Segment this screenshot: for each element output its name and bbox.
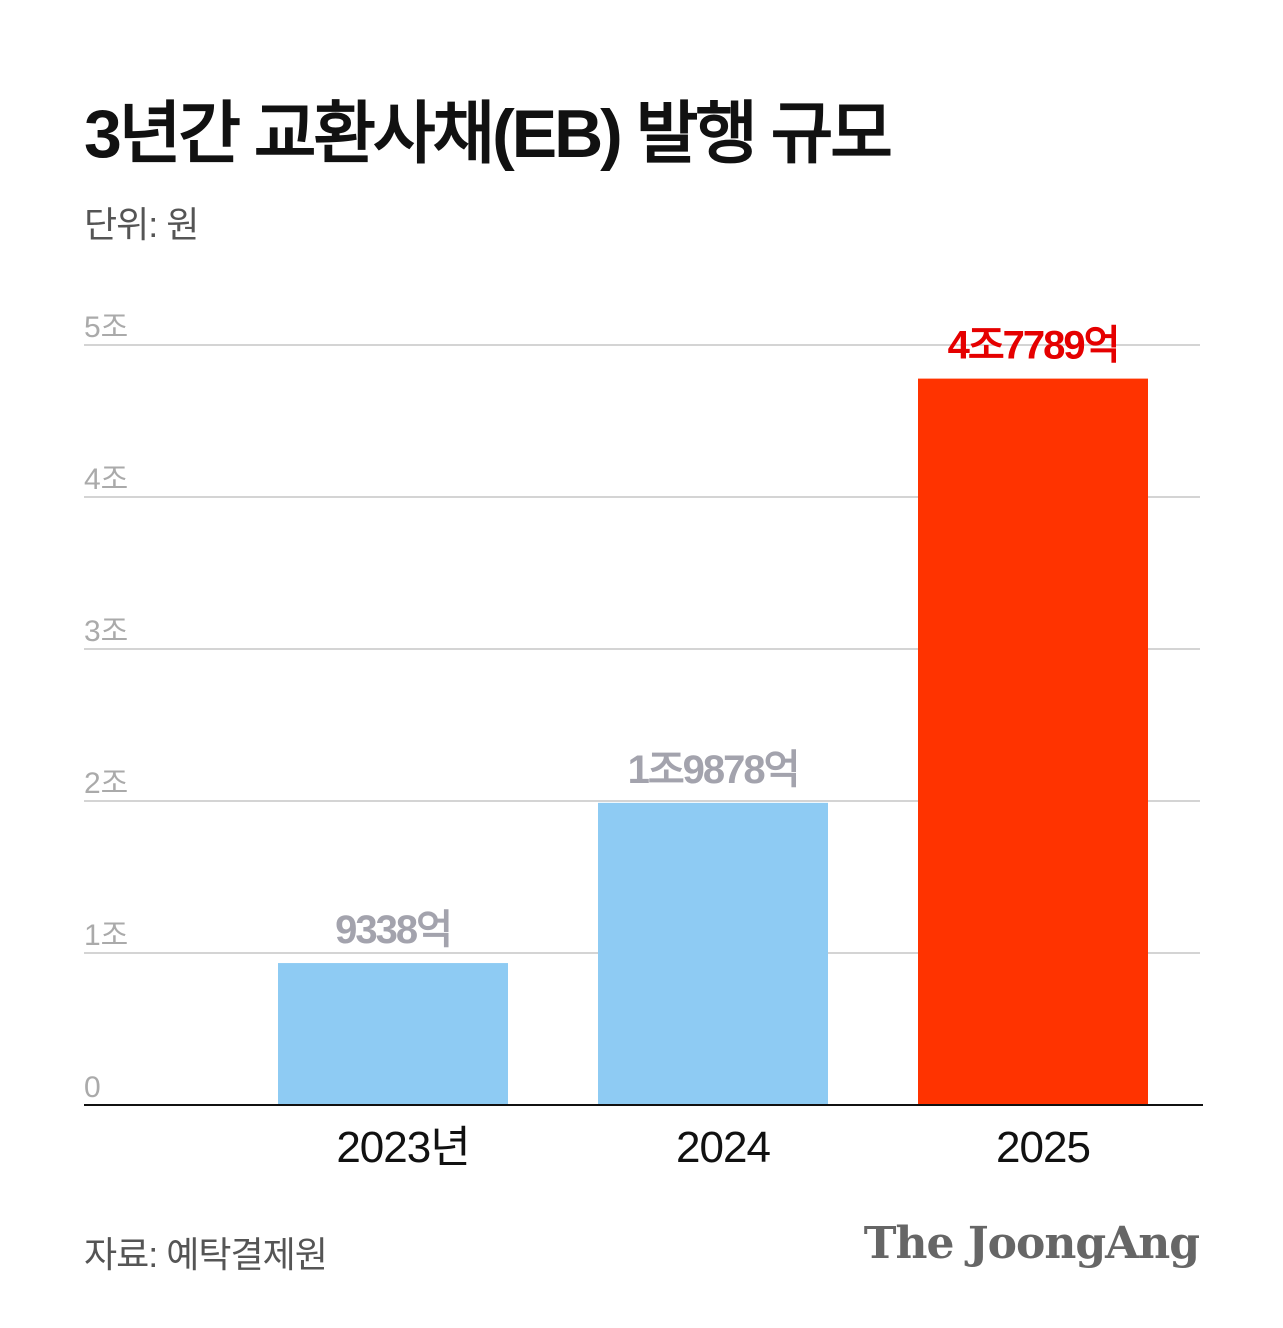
- y-tick-label: 2조: [84, 767, 128, 800]
- unit-label: 단위: 원: [84, 204, 199, 245]
- data-labels: 9338억 1조9878억 4조7789억: [335, 324, 1120, 952]
- source-note: 자료: 예탁결제원: [84, 1234, 328, 1275]
- bars: [278, 378, 1148, 1106]
- data-label: 4조7789억: [948, 324, 1119, 368]
- y-tick-label: 5조: [84, 311, 128, 344]
- y-tick-label: 1조: [84, 919, 128, 952]
- y-axis-ticks: 0 1조 2조 3조 4조 5조: [84, 311, 128, 1104]
- bar-2023년: [278, 963, 508, 1105]
- y-tick-label: 4조: [84, 463, 128, 496]
- data-label: 1조9878억: [628, 748, 799, 792]
- x-tick-label: 2023년: [336, 1123, 469, 1172]
- y-tick-label: 0: [84, 1071, 101, 1104]
- bar-2025: [918, 378, 1148, 1106]
- x-axis-ticks: 2023년 2024 2025: [336, 1123, 1091, 1172]
- x-tick-label: 2025: [996, 1123, 1090, 1172]
- y-tick-label: 3조: [84, 615, 128, 648]
- bar-2024: [598, 802, 828, 1105]
- brand-logo: The JoongAng: [863, 1218, 1200, 1269]
- chart-title: 3년간 교환사채(EB) 발행 규모: [84, 96, 893, 172]
- data-label: 9338억: [335, 908, 451, 952]
- x-tick-label: 2024: [676, 1123, 770, 1172]
